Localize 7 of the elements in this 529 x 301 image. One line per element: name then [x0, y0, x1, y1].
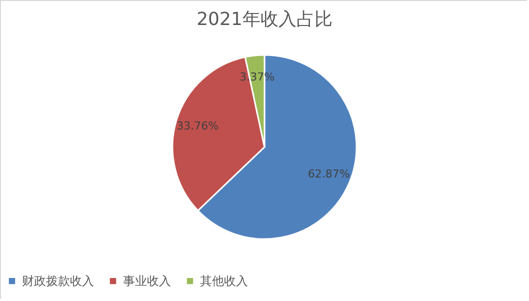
- legend-label: 其他收入: [200, 274, 248, 288]
- data-label: 62.87%: [308, 168, 350, 181]
- data-label: 33.76%: [176, 119, 219, 132]
- data-label: 3.37%: [240, 70, 275, 84]
- legend-label: 事业收入: [123, 274, 171, 288]
- legend-label: 财政拨款收入: [22, 274, 94, 288]
- chart-title: 2021年收入占比: [196, 9, 332, 30]
